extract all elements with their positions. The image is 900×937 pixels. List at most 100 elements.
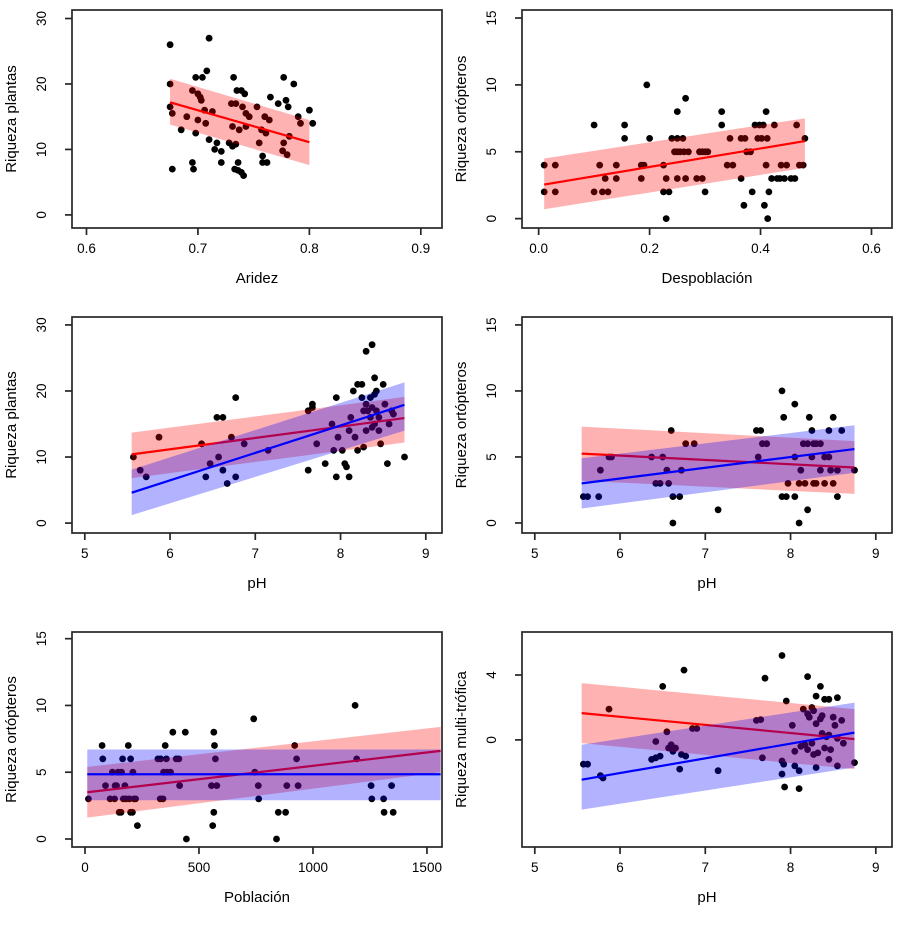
data-point xyxy=(309,119,317,127)
y-tick-label: 0 xyxy=(34,211,49,219)
data-point xyxy=(761,201,768,209)
data-point xyxy=(232,100,240,107)
data-point xyxy=(851,759,858,766)
data-point xyxy=(584,493,591,500)
data-point xyxy=(778,770,786,778)
x-tick-label: 5 xyxy=(81,546,89,561)
data-point xyxy=(259,152,266,160)
data-point xyxy=(817,466,824,474)
data-point xyxy=(791,175,799,182)
data-point xyxy=(85,795,92,803)
data-point xyxy=(282,808,289,816)
data-point xyxy=(799,705,807,713)
y-tick-label: 15 xyxy=(34,631,49,646)
data-point xyxy=(682,752,690,760)
data-point xyxy=(213,782,221,789)
y-tick-label: 10 xyxy=(34,142,49,157)
data-point xyxy=(768,175,775,182)
data-point xyxy=(781,783,788,791)
y-tick-label: 10 xyxy=(34,698,49,713)
data-point xyxy=(795,767,803,775)
data-point xyxy=(763,440,771,448)
y-tick-label: 10 xyxy=(34,450,49,465)
data-point xyxy=(119,755,126,763)
data-point xyxy=(808,427,816,434)
x-tick-label: 1000 xyxy=(298,860,328,875)
data-point xyxy=(693,175,701,182)
x-tick-label: 9 xyxy=(872,860,880,875)
data-point xyxy=(155,433,163,441)
data-point xyxy=(232,473,240,481)
data-point xyxy=(194,116,202,124)
data-point xyxy=(189,159,196,166)
data-point xyxy=(763,135,771,142)
y-axis: 0 5 10 15 xyxy=(484,317,522,527)
fit-line-red xyxy=(169,101,310,144)
plot-box xyxy=(71,631,443,848)
data-point xyxy=(825,427,833,434)
data-point xyxy=(834,762,841,770)
data-point xyxy=(659,683,667,690)
data-point xyxy=(283,151,291,159)
data-point xyxy=(812,480,820,487)
data-point xyxy=(351,433,359,441)
data-point xyxy=(215,453,223,461)
data-point xyxy=(328,420,336,428)
y-tick-label: 5 xyxy=(484,453,499,461)
data-point xyxy=(685,148,692,156)
y-tick-label: 30 xyxy=(34,317,49,332)
data-point xyxy=(111,795,118,803)
data-point xyxy=(729,161,737,169)
plot-box xyxy=(521,9,893,229)
data-point xyxy=(306,106,313,114)
y-axis-label: Riqueza plantas xyxy=(3,65,20,173)
data-point xyxy=(349,387,357,395)
data-point xyxy=(805,713,813,721)
y-axis: 04 xyxy=(484,671,522,744)
data-point xyxy=(230,74,238,81)
data-point xyxy=(166,80,174,88)
data-point xyxy=(347,414,355,421)
x-axis: 5 6 7 8 9 xyxy=(81,533,430,561)
data-point xyxy=(282,96,290,104)
data-point xyxy=(637,175,645,182)
data-point xyxy=(197,96,205,104)
data-point xyxy=(250,715,258,723)
data-point xyxy=(351,702,359,709)
data-point xyxy=(759,754,766,762)
data-point xyxy=(219,414,227,421)
plot-box xyxy=(521,316,893,534)
data-point xyxy=(175,755,183,763)
data-point xyxy=(690,440,698,448)
data-point xyxy=(621,121,628,129)
x-tick-label: 6 xyxy=(166,546,174,561)
data-point xyxy=(817,440,824,448)
data-point xyxy=(797,466,805,474)
data-point xyxy=(754,453,762,461)
scatter-points xyxy=(540,81,809,223)
x-tick-label: 7 xyxy=(252,546,260,561)
data-point xyxy=(834,466,841,474)
data-point xyxy=(181,728,189,736)
data-point xyxy=(321,460,329,467)
data-point xyxy=(825,756,833,763)
y-axis: 0 5 10 15 xyxy=(484,11,522,222)
data-point xyxy=(698,175,706,182)
x-tick-label: 7 xyxy=(702,860,710,875)
data-point xyxy=(693,725,701,732)
data-point xyxy=(343,463,350,471)
y-axis: 0 10 20 30 xyxy=(34,317,72,527)
data-point xyxy=(304,466,312,474)
x-tick-label: 0.4 xyxy=(751,241,770,256)
data-point xyxy=(368,341,376,349)
data-point xyxy=(358,381,366,388)
x-tick-label: 0.9 xyxy=(411,241,430,256)
fit-line-red xyxy=(87,749,441,794)
data-point xyxy=(840,739,847,747)
data-point xyxy=(130,453,137,461)
scatter-points xyxy=(580,652,858,792)
data-point xyxy=(668,135,676,142)
data-point xyxy=(656,480,664,487)
data-point xyxy=(274,808,282,816)
